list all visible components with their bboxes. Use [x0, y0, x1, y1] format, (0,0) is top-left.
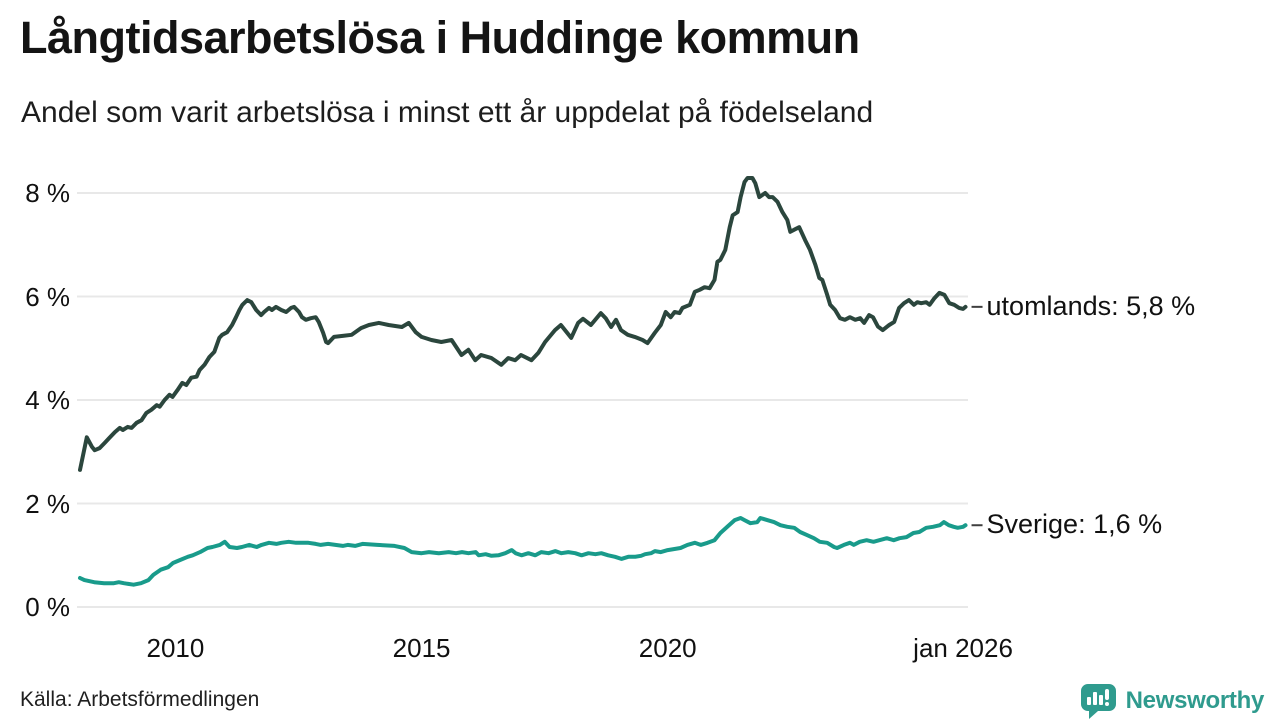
- sverige-line: [78, 516, 968, 587]
- source-note: Källa: Arbetsförmedlingen: [20, 688, 260, 711]
- y-axis-tick-label: 8 %: [25, 178, 70, 208]
- y-axis-tick-label: 0 %: [25, 592, 70, 622]
- bar-chart-speech-bubble-icon: [1080, 684, 1116, 719]
- x-axis-tick-label: jan 2026: [913, 633, 1013, 663]
- x-axis-tick-label: 2020: [638, 633, 697, 663]
- x-axis-tick-label: 2015: [392, 633, 451, 663]
- y-axis-tick-label: 4 %: [25, 385, 70, 415]
- y-axis-tick-label: 2 %: [25, 488, 70, 519]
- newsworthy-logo-text: Newsworthy: [1125, 686, 1265, 714]
- sverige-end-label: Sverige: 1,6 %: [986, 509, 1163, 540]
- chart-subtitle: Andel som varit arbetslösa i minst ett å…: [21, 96, 874, 129]
- y-axis-tick-label: 6 %: [25, 281, 70, 312]
- newsworthy-logo: Newsworthy: [1080, 682, 1264, 719]
- page-title: Långtidsarbetslösa i Huddinge kommun: [20, 12, 860, 63]
- x-axis-tick-label: 2010: [146, 633, 205, 663]
- utomlands-end-label: utomlands: 5,8 %: [986, 290, 1196, 321]
- utomlands-line: [78, 176, 968, 472]
